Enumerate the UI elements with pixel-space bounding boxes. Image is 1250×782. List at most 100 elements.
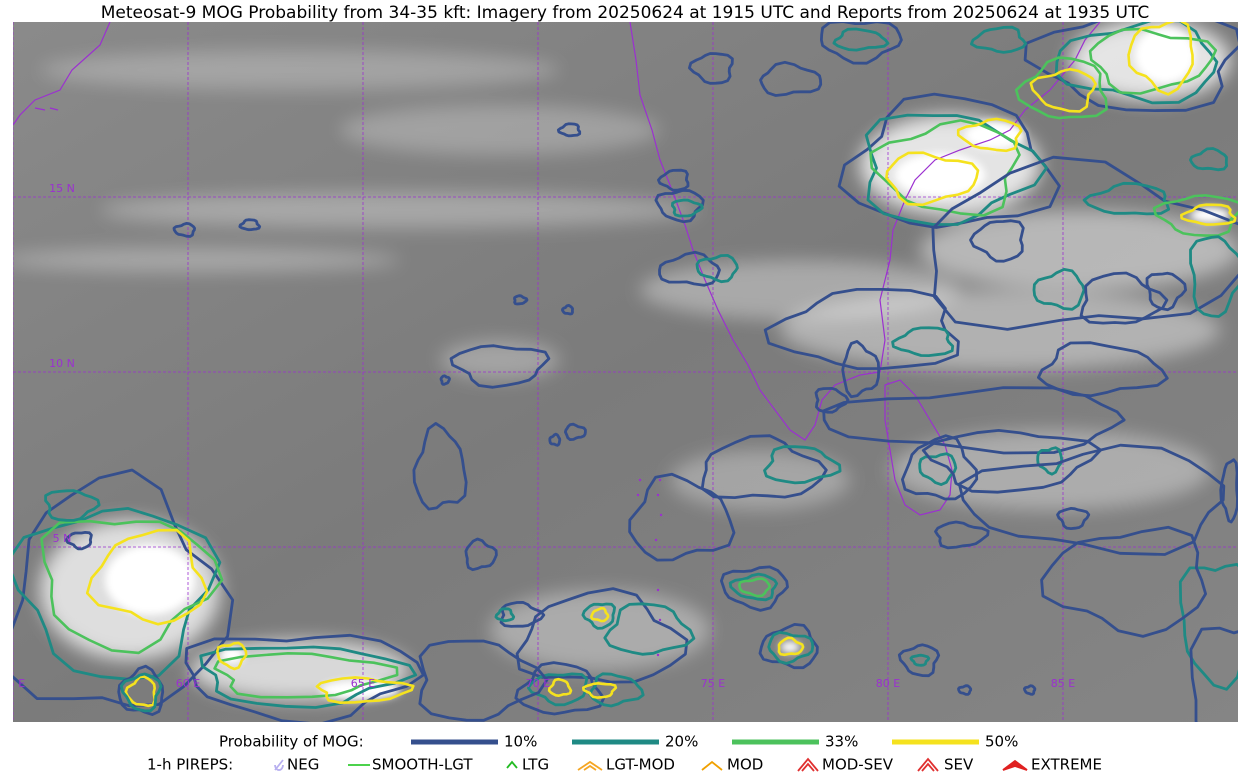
contour bbox=[841, 339, 881, 399]
contour bbox=[654, 188, 705, 224]
map: 55 E 60 E 65 E 70 E 75 E 80 E 85 E 15 N 10 N 5 N bbox=[1, 22, 1238, 722]
contour bbox=[720, 565, 789, 612]
contour bbox=[172, 221, 197, 238]
title: Meteosat-9 MOG Probability from 34-35 kf… bbox=[101, 3, 1150, 23]
contour bbox=[1180, 203, 1237, 226]
contour bbox=[238, 218, 262, 232]
contour bbox=[1189, 235, 1238, 318]
contour bbox=[1037, 341, 1169, 398]
legend: Probability of MOG: 10% 20% 33% 50% 1-h PIREP… bbox=[147, 733, 1102, 774]
parallel-label: 15 N bbox=[49, 182, 75, 195]
contour bbox=[934, 520, 990, 550]
contour bbox=[1127, 22, 1194, 96]
meridian-label: 70 E bbox=[526, 677, 550, 690]
contour bbox=[728, 572, 779, 602]
contour bbox=[864, 113, 1048, 226]
contour bbox=[564, 422, 587, 442]
contour bbox=[767, 631, 815, 665]
contour bbox=[13, 468, 235, 708]
contour bbox=[763, 445, 842, 485]
legend-label: 33% bbox=[825, 733, 858, 751]
contour bbox=[1014, 56, 1108, 120]
pirep-symbol bbox=[577, 760, 603, 771]
contour bbox=[758, 623, 819, 670]
contour bbox=[957, 684, 973, 696]
contour bbox=[581, 681, 618, 699]
meridian-label: 55 E bbox=[1, 677, 25, 690]
contour bbox=[547, 677, 573, 698]
contour bbox=[918, 452, 958, 487]
contour bbox=[527, 672, 589, 707]
contour bbox=[1032, 267, 1086, 311]
contour bbox=[1152, 194, 1238, 237]
contour bbox=[439, 374, 451, 386]
contour bbox=[737, 577, 772, 598]
pirep-symbol bbox=[1002, 759, 1028, 771]
contour bbox=[822, 386, 1126, 455]
pirep-symbol bbox=[506, 760, 518, 769]
contour bbox=[1079, 271, 1169, 325]
graticule-labels: 55 E 60 E 65 E 70 E 75 E 80 E 85 E 15 N 10 N 5 N bbox=[1, 182, 1075, 690]
contour bbox=[1178, 563, 1238, 691]
contour bbox=[891, 326, 955, 358]
contour bbox=[832, 27, 890, 52]
contour bbox=[1036, 446, 1064, 476]
contour bbox=[561, 303, 574, 316]
pirep-symbol bbox=[701, 760, 723, 771]
parallel-label: 5 N bbox=[53, 532, 72, 545]
pirep-symbol bbox=[274, 759, 284, 771]
contour bbox=[199, 645, 418, 709]
contour bbox=[13, 506, 222, 681]
legend-label: MOD bbox=[727, 756, 763, 774]
contour bbox=[44, 489, 101, 522]
meridian-label: 85 E bbox=[1051, 677, 1075, 690]
contour bbox=[658, 250, 721, 287]
meridian-label: 80 E bbox=[876, 677, 900, 690]
contour bbox=[548, 432, 562, 447]
contour bbox=[556, 122, 582, 138]
contour bbox=[956, 117, 1023, 153]
legend-title: Probability of MOG: bbox=[219, 733, 364, 751]
contour bbox=[695, 253, 739, 284]
legend-label: LGT-MOD bbox=[606, 756, 675, 774]
contour bbox=[901, 434, 979, 501]
contour bbox=[688, 52, 734, 85]
contour bbox=[515, 587, 689, 684]
contour bbox=[514, 661, 606, 716]
legend-label: MOD-SEV bbox=[822, 756, 894, 774]
contour bbox=[589, 606, 610, 623]
contour bbox=[213, 651, 399, 699]
contour bbox=[40, 519, 224, 655]
contour bbox=[909, 653, 931, 667]
contour bbox=[970, 25, 1028, 54]
contour bbox=[184, 633, 425, 722]
pirep-symbol bbox=[917, 757, 939, 772]
contour bbox=[1189, 626, 1238, 722]
contour bbox=[763, 287, 960, 371]
contour bbox=[814, 386, 850, 414]
cloud-cores bbox=[105, 27, 1230, 700]
contour bbox=[494, 607, 516, 623]
legend-label: 10% bbox=[504, 733, 537, 751]
legend-label: 50% bbox=[985, 733, 1018, 751]
contour bbox=[869, 119, 1021, 217]
contour bbox=[449, 344, 551, 389]
contour bbox=[885, 151, 980, 207]
legend-label: SMOOTH-LGT bbox=[372, 756, 473, 774]
coastlines bbox=[13, 22, 1101, 516]
contour bbox=[931, 155, 1238, 331]
contour bbox=[759, 60, 823, 97]
meridian-label: 75 E bbox=[701, 677, 725, 690]
contour bbox=[1219, 458, 1238, 524]
contour bbox=[513, 294, 529, 306]
contour bbox=[1088, 27, 1218, 95]
contour bbox=[1082, 181, 1171, 216]
contour bbox=[1040, 525, 1207, 638]
contour bbox=[216, 641, 248, 671]
meridian-label: 65 E bbox=[351, 677, 375, 690]
contour bbox=[1189, 147, 1228, 172]
contour bbox=[119, 672, 163, 713]
contour bbox=[921, 428, 1103, 494]
contour bbox=[64, 531, 93, 551]
contour bbox=[499, 601, 546, 628]
